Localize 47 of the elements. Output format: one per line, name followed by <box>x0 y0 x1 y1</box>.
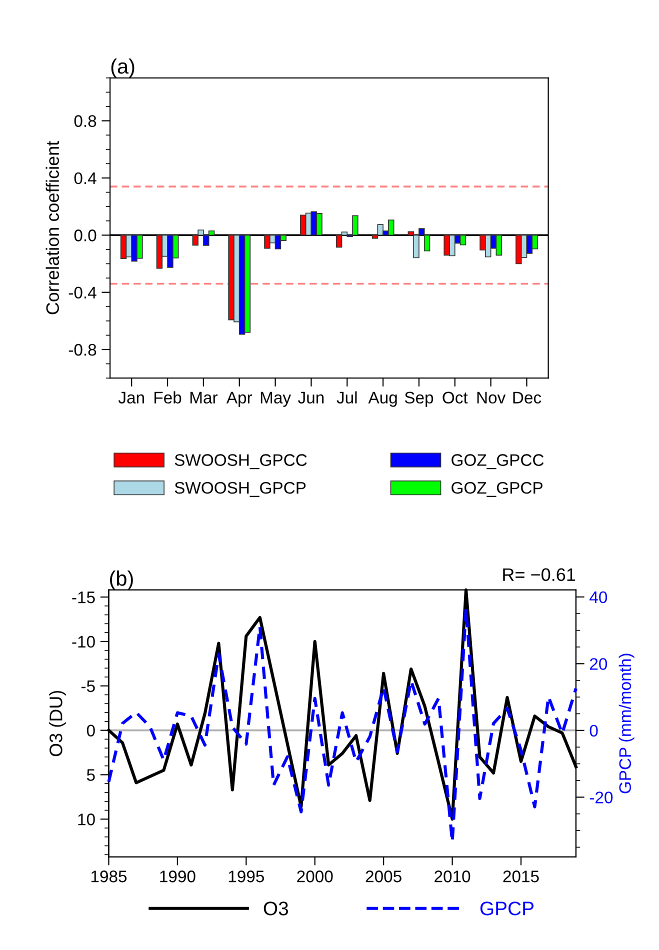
y2-tick-label: 20 <box>590 658 608 670</box>
y2-tick-label: 40 <box>590 591 608 604</box>
legend-label: GPCP <box>480 902 534 916</box>
bar <box>120 234 127 260</box>
y-tick-label: -0.4 <box>68 286 96 299</box>
x-tick-label: Oct <box>442 392 468 404</box>
legend-label: O3 <box>264 902 288 916</box>
y-tick-label: 0.0 <box>74 230 96 242</box>
x-tick-label: May <box>260 392 291 407</box>
y2-tick-label: -20 <box>590 792 613 804</box>
y-tick-label: -10 <box>72 636 95 648</box>
text: R= −0.61 <box>503 568 576 582</box>
x-tick-label: Jul <box>336 391 357 404</box>
x-tick-label: Dec <box>513 392 542 404</box>
y-tick-label: 0.8 <box>74 115 96 127</box>
y-tick-label: 5 <box>86 769 95 781</box>
y-tick-label: -15 <box>72 592 95 604</box>
x-tick-label: 2010 <box>434 870 470 882</box>
legend-label: GOZ_GPCC <box>452 454 544 470</box>
y-tick-label: -5 <box>81 680 95 692</box>
legend-label: SWOOSH_GPCC <box>174 454 307 470</box>
y2-tick-label: 0 <box>590 724 598 737</box>
chart-title: (b) <box>110 570 133 590</box>
chart-title: (a) <box>111 58 134 78</box>
x-tick-label: 1995 <box>228 870 264 882</box>
y-tick-label: 0.4 <box>74 172 96 184</box>
y-tick-label: 0 <box>86 724 95 737</box>
x-tick-label: 1985 <box>91 870 127 882</box>
x-tick-label: 2015 <box>503 870 539 882</box>
x-tick-label: Feb <box>154 391 182 404</box>
x-tick-label: Jan <box>118 392 144 404</box>
y-tick-label: 10 <box>78 814 95 826</box>
x-tick-label: Aug <box>368 392 397 407</box>
y2-axis-title: GPCP (mm/month) <box>618 654 634 794</box>
y-axis-title: Correlation coefficient <box>46 140 60 314</box>
x-tick-label: Apr <box>226 392 252 407</box>
x-tick-label: Mar <box>190 392 218 404</box>
legend-label: GOZ_GPCP <box>452 482 542 497</box>
x-tick-label: 2000 <box>297 870 333 882</box>
x-tick-label: 1990 <box>160 870 196 882</box>
y-tick-label: -0.8 <box>68 344 96 356</box>
y-axis-title: O3 (DU) <box>49 690 66 756</box>
x-tick-label: 2005 <box>366 870 402 882</box>
x-tick-label: Jun <box>298 392 324 404</box>
x-tick-label: Nov <box>477 392 506 404</box>
x-tick-label: Sep <box>404 392 434 407</box>
legend-label: SWOOSH_GPCP <box>174 482 306 497</box>
